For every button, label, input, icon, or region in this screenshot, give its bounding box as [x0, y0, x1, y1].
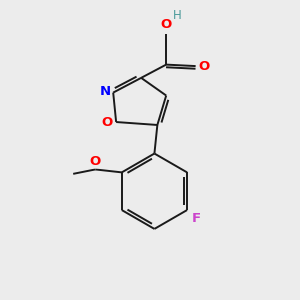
Text: N: N [99, 85, 110, 98]
Text: O: O [102, 116, 113, 128]
Text: O: O [160, 18, 172, 31]
Text: O: O [90, 155, 101, 168]
Text: H: H [173, 9, 182, 22]
Text: F: F [191, 212, 200, 225]
Text: O: O [198, 60, 209, 73]
